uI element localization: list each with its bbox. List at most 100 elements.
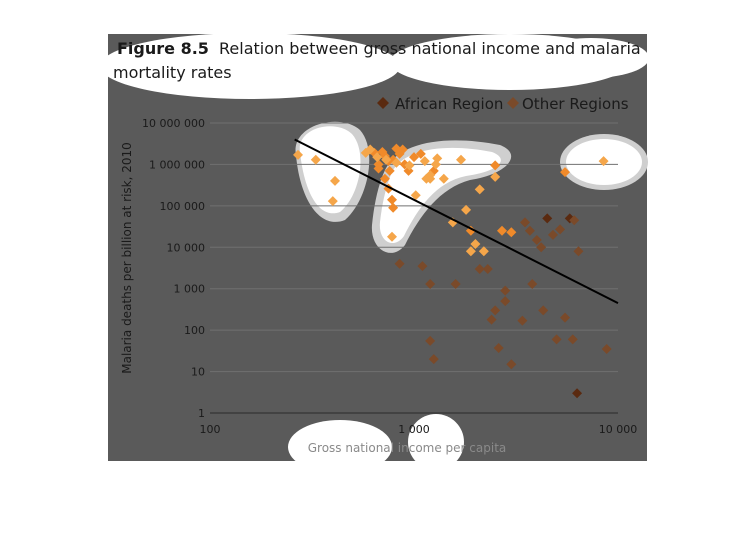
point-other-regions <box>438 173 449 184</box>
y-axis-title: Malaria deaths per billion at risk, 2010 <box>120 142 134 374</box>
point-other-regions <box>490 305 501 316</box>
figure-caption-line2: mortality rates <box>113 63 232 82</box>
y-tick-label: 100 000 <box>160 200 206 213</box>
point-other-regions <box>524 225 535 236</box>
point-other-regions <box>410 190 421 201</box>
legend: African Region Other Regions <box>377 95 629 113</box>
point-other-regions <box>425 335 436 346</box>
point-other-regions <box>425 278 436 289</box>
point-african-region <box>379 173 390 184</box>
x-tick-label: 10 000 <box>599 423 638 436</box>
point-african-region <box>572 388 583 399</box>
point-african-region <box>386 194 397 205</box>
point-other-regions <box>601 344 612 355</box>
point-other-regions <box>519 217 530 228</box>
figure-label: Figure 8.5 <box>117 39 209 58</box>
title-highlight-blob <box>533 38 649 78</box>
y-tick-labels: 1 10 100 1 000 10 000 100 000 1 000 000 10 000 … <box>142 117 205 420</box>
point-other-regions <box>417 261 428 272</box>
point-other-regions <box>450 278 461 289</box>
legend-item-other-regions: Other Regions <box>507 95 629 113</box>
x-tick-label: 1 000 <box>398 423 430 436</box>
legend-label-other-regions: Other Regions <box>522 95 629 113</box>
point-other-regions <box>500 285 511 296</box>
legend-marker-african-region <box>377 97 389 109</box>
point-other-regions <box>486 314 497 325</box>
y-tick-label: 10 000 000 <box>142 117 205 130</box>
y-tick-label: 10 000 <box>167 241 206 254</box>
point-other-regions <box>428 354 439 365</box>
point-african-region <box>542 213 553 224</box>
point-other-regions <box>381 154 392 165</box>
point-other-regions <box>394 258 405 269</box>
point-other-regions <box>527 278 538 289</box>
point-other-regions <box>482 263 493 274</box>
legend-item-african-region: African Region <box>377 95 503 113</box>
point-other-regions <box>555 224 566 235</box>
y-tick-label: 100 <box>184 324 205 337</box>
point-african-region <box>409 152 419 163</box>
point-other-regions <box>560 312 571 323</box>
point-other-regions <box>517 315 528 326</box>
point-other-regions <box>567 334 578 345</box>
trend-line <box>294 138 619 304</box>
x-tick-labels: 100 1 000 10 000 <box>200 423 638 436</box>
point-other-regions <box>461 204 472 215</box>
point-other-regions <box>500 296 511 307</box>
point-other-regions <box>551 334 562 345</box>
point-other-regions <box>547 229 558 240</box>
point-other-regions <box>292 149 303 160</box>
legend-marker-other-regions <box>507 97 519 109</box>
axis-label-highlight-blob <box>288 420 392 474</box>
point-other-regions <box>419 156 430 167</box>
x-axis-title: Gross national income per capita <box>308 441 507 455</box>
point-african-region <box>490 160 501 171</box>
grid-lines <box>210 122 618 414</box>
axis-label-highlight-blob <box>408 414 464 470</box>
y-tick-label: 1 000 <box>174 283 206 296</box>
point-other-regions <box>573 246 584 257</box>
y-tick-label: 1 <box>198 407 205 420</box>
point-african-region <box>496 225 507 236</box>
point-african-region <box>388 202 399 213</box>
point-african-region <box>415 148 426 159</box>
figure-caption: Figure 8.5 Relation between gross nation… <box>117 39 641 58</box>
point-african-region <box>384 165 395 176</box>
point-other-regions <box>506 359 517 370</box>
point-other-regions <box>386 231 397 242</box>
point-other-regions <box>598 156 609 167</box>
point-other-regions <box>365 144 376 155</box>
point-other-regions <box>327 196 338 207</box>
figure-caption-line1: Relation between gross national income a… <box>219 39 641 58</box>
point-other-regions <box>490 171 501 182</box>
point-african-region <box>560 167 571 178</box>
point-other-regions <box>470 239 481 250</box>
trend-layer <box>294 138 619 304</box>
point-other-regions <box>538 305 549 316</box>
y-tick-label: 1 000 000 <box>149 158 205 171</box>
point-other-regions <box>478 246 489 257</box>
point-other-regions <box>536 242 547 253</box>
point-other-regions <box>493 343 504 354</box>
point-other-regions <box>465 246 476 257</box>
point-other-regions <box>474 184 485 195</box>
title-highlight-blob <box>100 33 400 99</box>
point-african-region <box>373 159 384 170</box>
point-african-region <box>397 144 408 155</box>
point-other-regions <box>372 152 383 163</box>
point-other-regions <box>310 154 321 165</box>
point-other-regions <box>330 175 341 186</box>
cluster-highlight-blob <box>299 126 361 214</box>
legend-label-african-region: African Region <box>395 95 503 113</box>
point-other-regions <box>531 234 542 245</box>
point-other-regions <box>425 173 436 184</box>
point-other-regions <box>569 215 580 226</box>
point-other-regions <box>430 159 441 170</box>
point-other-regions <box>391 157 402 168</box>
point-other-regions <box>474 263 485 274</box>
point-other-regions <box>456 154 467 165</box>
point-other-regions <box>404 160 415 171</box>
point-african-region <box>506 227 517 238</box>
y-tick-label: 10 <box>191 366 205 379</box>
